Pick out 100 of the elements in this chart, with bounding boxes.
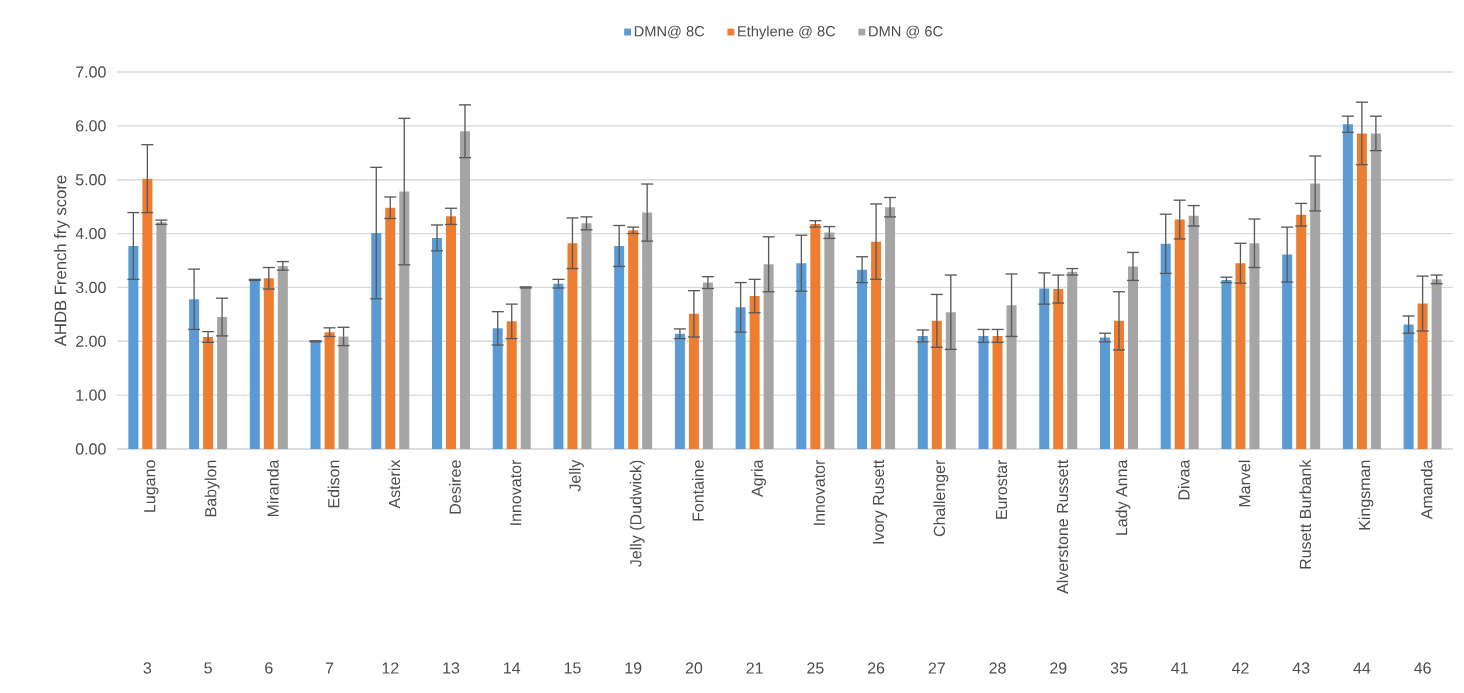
bar bbox=[1403, 324, 1414, 449]
x-tick-label: Jelly bbox=[569, 459, 584, 492]
bar bbox=[1006, 305, 1017, 449]
x-tick-label: Divaa bbox=[1177, 459, 1190, 500]
text: 21 bbox=[746, 662, 763, 674]
bar bbox=[628, 230, 639, 449]
x-tick-label: Innovator bbox=[510, 459, 522, 525]
bar bbox=[614, 245, 625, 449]
bar bbox=[1188, 215, 1199, 449]
bar bbox=[1249, 243, 1260, 449]
bar bbox=[1417, 303, 1428, 449]
x-tick-label: Alverstone Russett bbox=[1056, 459, 1069, 594]
x-tick-label: Edison bbox=[327, 460, 340, 508]
bar bbox=[128, 245, 139, 449]
x-tick-label: Jelly (Dudwick) bbox=[629, 460, 645, 567]
y-tick-label: 3.00 bbox=[75, 281, 106, 294]
bar bbox=[277, 265, 288, 449]
y-axis-title: AHDB French fry score bbox=[54, 175, 70, 347]
bar bbox=[189, 299, 200, 449]
bar bbox=[1099, 337, 1110, 449]
x-tick-label: Lady Anna bbox=[1115, 459, 1131, 535]
bar bbox=[735, 307, 746, 449]
y-tick-label: 2.00 bbox=[76, 335, 106, 347]
bar bbox=[324, 332, 335, 449]
bar bbox=[1053, 289, 1064, 449]
legend-label: Ethylene @ 8C bbox=[738, 25, 836, 40]
bar bbox=[1282, 254, 1293, 449]
x-tick-label: Fontaine bbox=[692, 460, 704, 521]
text: 7 bbox=[325, 662, 334, 674]
bar bbox=[446, 216, 456, 449]
bar bbox=[1235, 263, 1246, 449]
bar bbox=[1342, 124, 1353, 449]
bar bbox=[1296, 214, 1307, 449]
y-tick-label: 1.00 bbox=[76, 389, 106, 401]
x-tick-label: Lugano bbox=[144, 460, 159, 512]
text: 28 bbox=[989, 662, 1006, 674]
bar bbox=[371, 233, 382, 449]
x-tick-label: Kingsman bbox=[1358, 460, 1374, 530]
text: 6 bbox=[265, 662, 273, 674]
text: 26 bbox=[867, 662, 885, 674]
bar bbox=[1356, 133, 1367, 449]
bar bbox=[992, 335, 1003, 449]
bar bbox=[1310, 183, 1321, 449]
bar bbox=[506, 321, 517, 449]
bar bbox=[749, 296, 760, 449]
text: 14 bbox=[504, 662, 521, 674]
bar bbox=[520, 287, 531, 449]
bar bbox=[263, 278, 274, 449]
text: 3 bbox=[143, 662, 152, 674]
bar bbox=[432, 237, 442, 449]
text: 44 bbox=[1353, 662, 1371, 674]
text: 25 bbox=[807, 662, 824, 674]
bar bbox=[460, 131, 470, 449]
bar bbox=[688, 313, 699, 449]
text: 43 bbox=[1292, 662, 1310, 674]
bar bbox=[217, 317, 228, 449]
bar bbox=[1039, 288, 1050, 449]
x-tick-label: Agria bbox=[751, 459, 767, 497]
bar bbox=[1127, 266, 1138, 449]
bar bbox=[917, 335, 928, 449]
text: 20 bbox=[685, 662, 703, 674]
x-tick-label: Desiree bbox=[449, 460, 461, 514]
x-tick-label: Marvel bbox=[1238, 460, 1251, 507]
x-tick-label: Rusett Burbank bbox=[1299, 459, 1312, 569]
bar bbox=[674, 333, 685, 449]
bar bbox=[642, 212, 653, 449]
bar bbox=[203, 336, 214, 449]
bar bbox=[142, 178, 153, 449]
bar bbox=[945, 312, 956, 449]
bar bbox=[1174, 219, 1185, 449]
bar bbox=[871, 241, 882, 449]
text: 41 bbox=[1171, 662, 1188, 674]
bar bbox=[978, 335, 989, 449]
bar bbox=[156, 222, 167, 449]
legend-label: DMN@ 8C bbox=[634, 25, 705, 39]
x-tick-label: Babylon bbox=[204, 460, 220, 517]
bar bbox=[1431, 279, 1442, 449]
text: 42 bbox=[1231, 662, 1249, 674]
x-tick-label: Amanda bbox=[1420, 459, 1433, 520]
y-tick-label: 0.00 bbox=[75, 443, 106, 455]
text: 29 bbox=[1050, 662, 1067, 674]
bar bbox=[1370, 133, 1381, 449]
bar bbox=[310, 341, 321, 449]
bar bbox=[1221, 279, 1232, 449]
text: 19 bbox=[625, 662, 642, 674]
text: 12 bbox=[382, 662, 399, 674]
bar bbox=[796, 263, 807, 449]
bar bbox=[385, 207, 396, 449]
text: 35 bbox=[1110, 662, 1128, 674]
bar bbox=[567, 243, 578, 449]
text: 5 bbox=[204, 662, 212, 674]
bar bbox=[1160, 243, 1171, 449]
bar bbox=[810, 223, 821, 449]
y-tick-label: 5.00 bbox=[75, 174, 106, 186]
x-tick-label: Miranda bbox=[266, 459, 279, 517]
bar bbox=[824, 232, 835, 449]
bar bbox=[553, 283, 564, 449]
x-tick-label: Innovator bbox=[813, 459, 825, 525]
bar bbox=[1113, 320, 1124, 449]
bar bbox=[702, 282, 713, 449]
